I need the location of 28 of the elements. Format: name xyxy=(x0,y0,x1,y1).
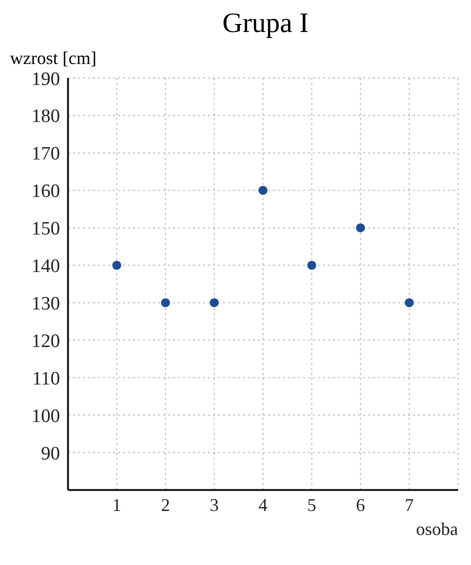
y-tick-label: 170 xyxy=(32,144,60,165)
point xyxy=(356,223,365,232)
point xyxy=(307,260,316,270)
y-tick-label: 150 xyxy=(32,218,60,240)
y-tick-label: 120 xyxy=(32,330,60,352)
y-tick-label: 130 xyxy=(32,293,60,314)
point xyxy=(210,298,219,308)
point xyxy=(404,298,414,308)
y-tick-label: 180 xyxy=(32,106,60,128)
y-tick-label: 100 xyxy=(32,406,60,427)
chart-title: Grupa I xyxy=(221,8,310,41)
y-tick-label: 140 xyxy=(32,256,60,278)
point xyxy=(161,298,170,308)
y-tick-label: 190 xyxy=(32,68,60,90)
point xyxy=(258,186,268,195)
point xyxy=(112,260,122,270)
x-tick-label: 6 xyxy=(356,494,365,515)
x-tick-label: 2 xyxy=(161,494,170,515)
y-tick-label: 110 xyxy=(32,368,60,390)
y-tick-label: 160 xyxy=(32,181,60,202)
x-tick-label: 5 xyxy=(307,494,316,515)
x-tick-label: 4 xyxy=(258,494,268,515)
x-axis-title: osoba xyxy=(416,519,458,539)
x-tick-label: 1 xyxy=(112,494,122,515)
y-tick-label: 90 xyxy=(41,443,60,464)
x-tick-label: 3 xyxy=(210,494,219,515)
x-tick-label: 7 xyxy=(404,494,414,515)
y-axis-title: wzrost [cm] xyxy=(10,48,98,70)
